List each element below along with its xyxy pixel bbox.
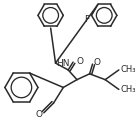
Text: HN: HN — [56, 59, 70, 68]
Text: F: F — [85, 15, 90, 24]
Text: CH₃: CH₃ — [121, 65, 136, 74]
Text: CH₃: CH₃ — [121, 85, 136, 94]
Text: O: O — [94, 58, 100, 67]
Text: O: O — [77, 57, 84, 66]
Text: O: O — [36, 110, 43, 119]
